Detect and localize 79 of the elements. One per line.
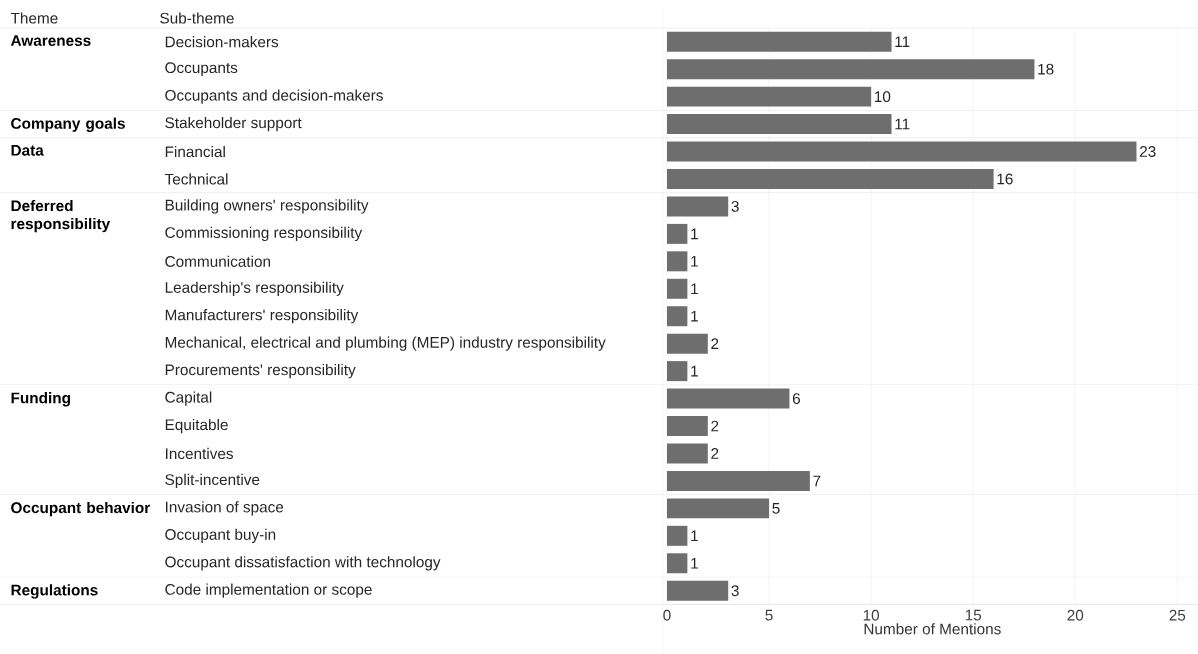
y-tick-label: Equitable [165, 418, 228, 434]
bar [666, 443, 708, 464]
bar [666, 223, 688, 244]
text: Awareness [10, 35, 91, 46]
text: Data [11, 145, 44, 156]
bar [666, 306, 688, 327]
y-tick-label: Invasion of space [166, 501, 284, 516]
data-label: 1 [691, 558, 698, 569]
x-tick-label: 10 [863, 609, 880, 621]
y-tick-label: Split-incentive [165, 473, 260, 489]
data-label: 3 [731, 201, 739, 212]
bar [666, 114, 892, 135]
y-tick-label: Occupant dissatisfaction with technology [165, 556, 441, 571]
bar [666, 361, 688, 382]
bar [666, 59, 1035, 80]
data-label: 1 [691, 228, 698, 240]
y-tick-label: Occupants and decision-makers [165, 89, 383, 104]
x-tick-label: 25 [1169, 609, 1186, 621]
data-label: 10 [874, 91, 891, 103]
data-label: 1 [691, 530, 698, 542]
data-label: 6 [792, 393, 800, 405]
bar [666, 196, 729, 217]
text: Deferred responsibility [11, 199, 111, 233]
bar [666, 31, 892, 52]
y-tick-label: Manufacturers' responsibility [165, 309, 359, 324]
data-label: 16 [997, 173, 1013, 185]
text: Regulations [11, 584, 98, 599]
y-tick-label: Commissioning responsibility [165, 226, 363, 242]
y-tick-label: Building owners' responsibility [165, 199, 369, 214]
bar [666, 141, 1137, 162]
x-tick-label: 0 [663, 609, 671, 621]
text: Sub-theme [160, 12, 234, 24]
x-tick-label: 15 [965, 609, 982, 621]
bar [666, 498, 770, 519]
data-label: 3 [731, 585, 739, 597]
y-tick-label: Mechanical, electrical and plumbing (MEP) industry responsibility [165, 336, 606, 351]
data-label: 7 [813, 475, 821, 487]
data-label: 5 [772, 503, 780, 514]
y-tick-label: Financial [165, 145, 225, 158]
text: Funding [11, 392, 70, 407]
data-label: 23 [1139, 146, 1156, 157]
y-tick-label: Incentives [166, 447, 234, 460]
data-label: 2 [711, 420, 719, 432]
y-tick-label: Procurements' responsibility [165, 364, 356, 379]
bar [666, 553, 688, 574]
bar [666, 251, 688, 272]
x-tick-label: 20 [1067, 609, 1084, 621]
text: Theme [10, 12, 58, 24]
data-label: 18 [1038, 63, 1054, 75]
text: Occupant behavior [11, 501, 150, 517]
bar [666, 525, 688, 546]
bar [666, 416, 708, 437]
data-label: 11 [895, 118, 910, 130]
y-tick-label: Occupant buy-in [165, 528, 276, 543]
bar [666, 388, 790, 409]
y-tick-label: Capital [165, 391, 212, 406]
data-label: 1 [691, 256, 698, 267]
bar [666, 470, 810, 491]
data-label: 2 [711, 448, 719, 459]
y-tick-label: Decision-makers [165, 36, 279, 48]
data-label: 1 [691, 310, 698, 322]
y-tick-label: Leadership's responsibility [165, 281, 344, 296]
bar [666, 169, 994, 189]
x-axis-title: Number of Mentions [864, 623, 1001, 635]
x-tick-label: 5 [765, 609, 773, 621]
bar [666, 580, 729, 601]
data-label: 2 [711, 338, 719, 350]
data-label: 1 [691, 365, 698, 377]
data-label: 11 [895, 36, 910, 48]
bar [666, 333, 708, 354]
y-tick-label: Technical [164, 173, 228, 185]
bar [666, 278, 688, 299]
text: Company goals [11, 117, 125, 132]
bar [666, 86, 872, 107]
y-tick-label: Stakeholder support [165, 116, 302, 132]
data-label: 1 [691, 283, 698, 295]
y-tick-label: Code implementation or scope [165, 583, 372, 598]
y-tick-label: Occupants [165, 62, 238, 77]
y-tick-label: Communication [165, 255, 271, 267]
